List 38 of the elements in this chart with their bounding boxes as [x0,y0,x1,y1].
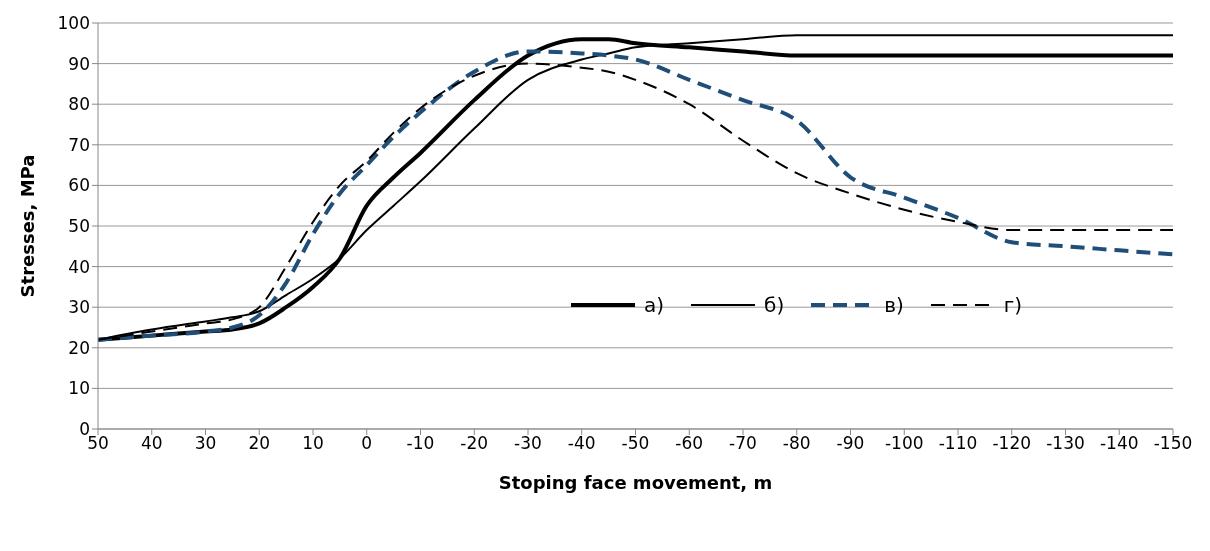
x-tick-label: -70 [729,433,757,454]
x-tick-label: -130 [1046,433,1085,454]
y-tick-label: 10 [68,378,90,399]
legend-label: а) [644,293,665,317]
x-tick-label: -80 [782,433,811,454]
y-tick-label: 80 [68,94,90,115]
legend-label: г) [1003,293,1023,317]
x-tick-label: 10 [302,433,324,454]
x-tick-label: -110 [938,433,978,454]
y-tick-label: 30 [68,297,90,318]
y-tick-label: 20 [68,337,90,358]
y-tick-label: 0 [79,419,90,440]
x-tick-label: -150 [1153,433,1193,454]
y-tick-label: 100 [57,13,90,34]
y-tick-label: 70 [68,134,90,155]
x-tick-label: 40 [140,433,163,454]
x-tick-label: -140 [1099,433,1139,454]
y-tick-label: 40 [68,256,90,277]
x-tick-label: 20 [248,433,271,454]
y-tick-label: 90 [68,53,90,74]
y-tick-label: 60 [68,175,90,196]
y-tick-label: 50 [68,216,90,237]
x-tick-label: 50 [87,433,109,454]
legend-label: б) [764,293,785,317]
x-tick-label: -30 [514,433,542,454]
legend-label: в) [884,293,904,317]
x-tick-label: -100 [884,433,924,454]
y-axis-title: Stresses, MPa [17,154,39,298]
x-tick-label: -90 [836,433,865,454]
x-axis-title: Stoping face movement, m [498,472,773,493]
x-tick-label: -120 [992,433,1032,454]
x-tick-label: -20 [460,433,489,454]
x-tick-label: -40 [567,433,596,454]
x-tick-label: 30 [194,433,217,454]
x-tick-label: -60 [675,433,704,454]
x-tick-label: -10 [406,433,435,454]
x-tick-label: 0 [361,433,373,454]
x-tick-label: -50 [621,433,650,454]
